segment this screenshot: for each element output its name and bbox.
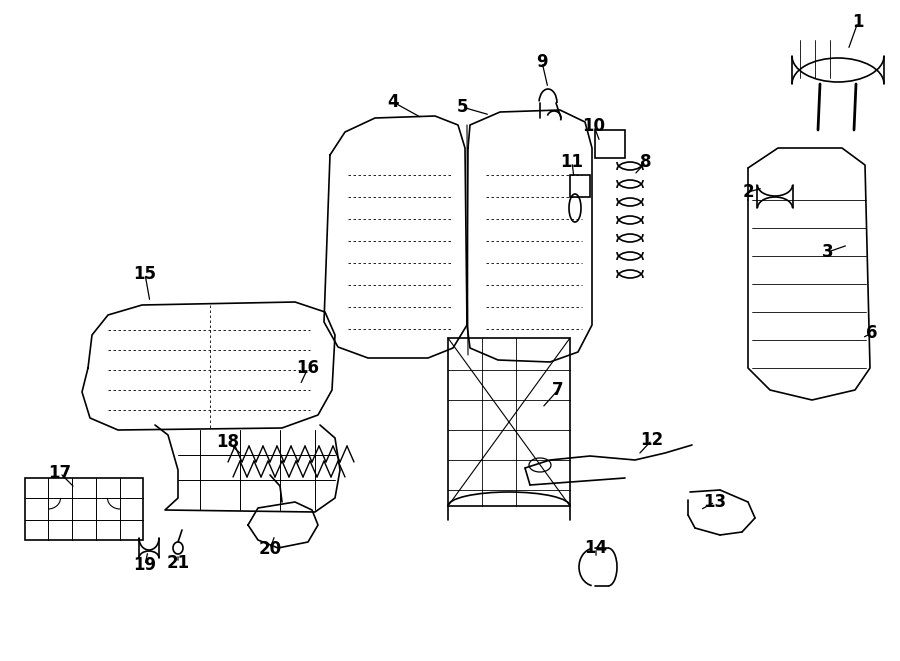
Text: 16: 16 — [296, 359, 320, 377]
Text: 17: 17 — [49, 464, 72, 482]
Text: 4: 4 — [387, 93, 399, 111]
Text: 12: 12 — [641, 431, 663, 449]
Text: 7: 7 — [553, 381, 563, 399]
Text: 2: 2 — [742, 183, 754, 201]
Text: 8: 8 — [640, 153, 652, 171]
Text: 11: 11 — [561, 153, 583, 171]
Text: 14: 14 — [584, 539, 608, 557]
Text: 15: 15 — [133, 265, 157, 283]
Text: 5: 5 — [456, 98, 468, 116]
Text: 19: 19 — [133, 556, 157, 574]
Text: 20: 20 — [258, 540, 282, 558]
Text: 3: 3 — [823, 243, 833, 261]
Text: 10: 10 — [582, 117, 606, 135]
Text: 1: 1 — [852, 13, 864, 31]
Text: 18: 18 — [217, 433, 239, 451]
Text: 21: 21 — [166, 554, 190, 572]
Text: 13: 13 — [704, 493, 726, 511]
Text: 9: 9 — [536, 53, 548, 71]
Text: 6: 6 — [866, 324, 878, 342]
